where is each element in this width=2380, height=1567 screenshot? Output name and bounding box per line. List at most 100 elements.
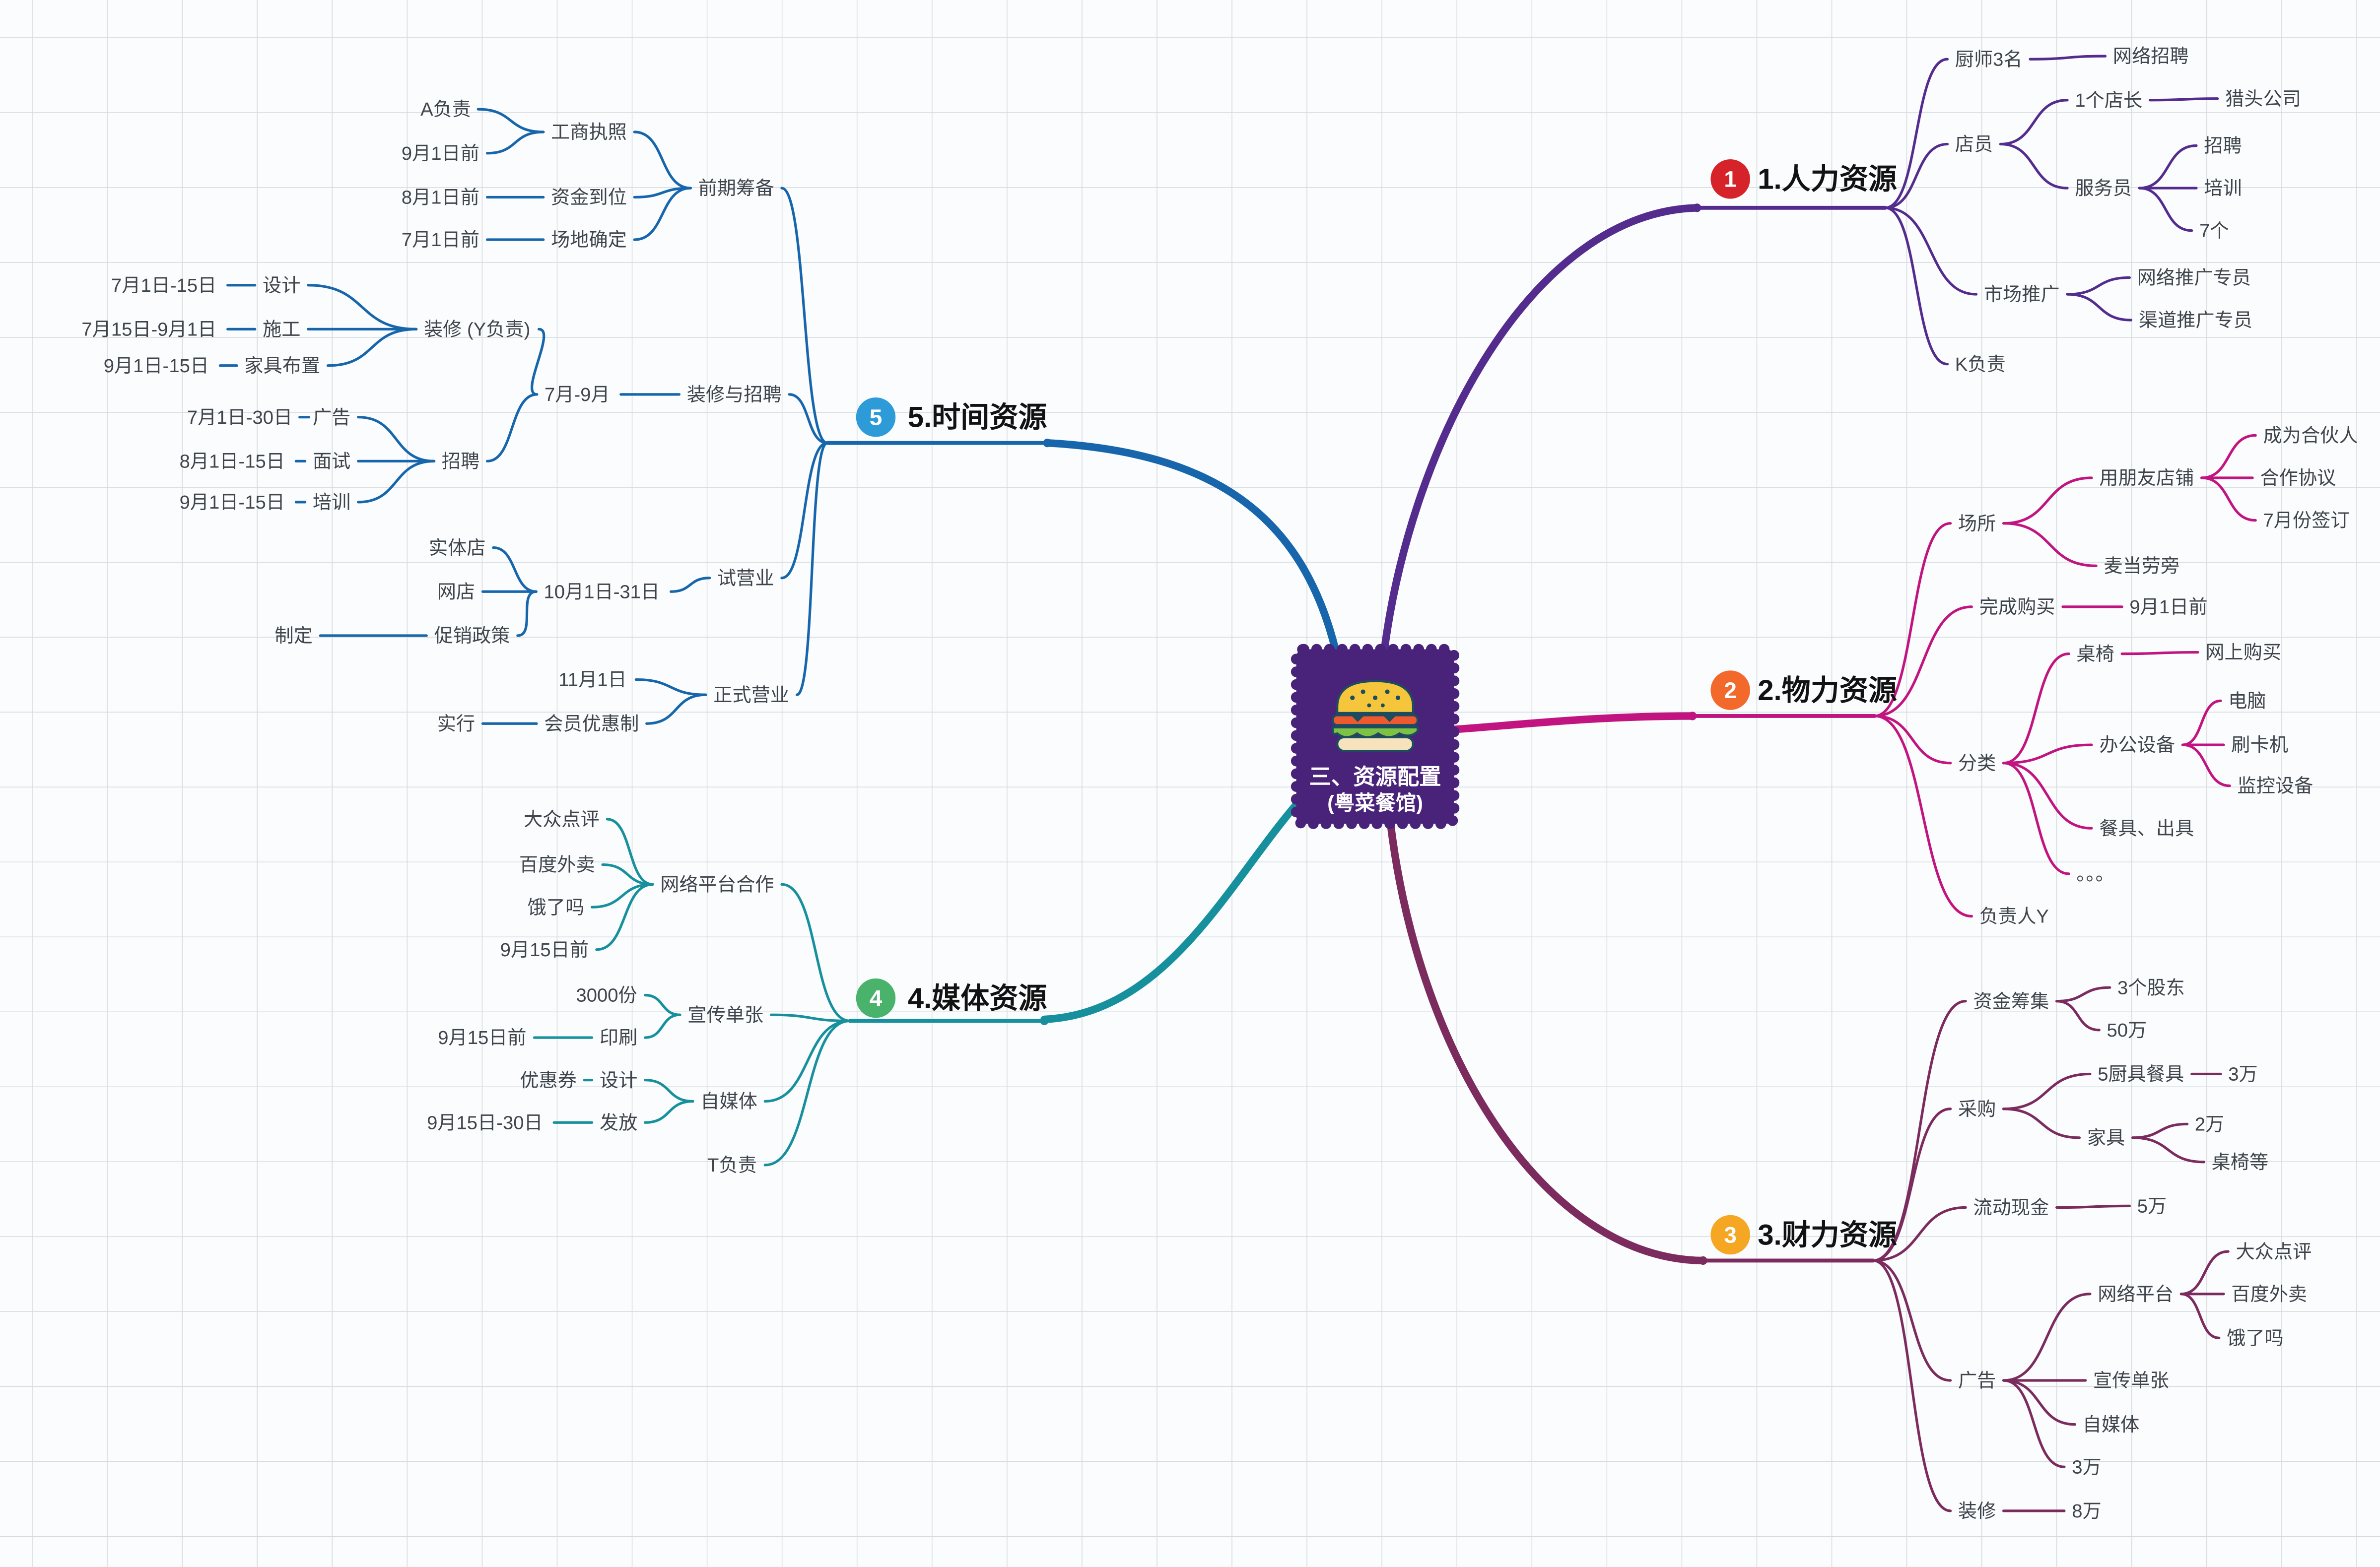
mindmap-node[interactable]: 渠道推广专员 <box>2139 310 2252 331</box>
mindmap-node[interactable]: 大众点评 <box>2236 1241 2312 1262</box>
mindmap-node[interactable]: 资金到位 <box>551 187 627 208</box>
mindmap-node[interactable]: 装修 <box>1958 1501 1996 1522</box>
mindmap-node[interactable]: 网上购买 <box>2205 642 2281 663</box>
mindmap-node[interactable]: 施工 <box>263 319 300 340</box>
mindmap-node[interactable]: 7月-9月 <box>544 384 610 405</box>
mindmap-node[interactable]: 广告 <box>1958 1370 1996 1391</box>
mindmap-node[interactable]: 正式营业 <box>713 684 789 706</box>
mindmap-node[interactable]: 试营业 <box>717 568 774 589</box>
mindmap-node[interactable]: 市场推广 <box>1984 284 2060 305</box>
mindmap-node[interactable]: 工商执照 <box>551 122 627 143</box>
mindmap-node[interactable]: 采购 <box>1958 1099 1996 1120</box>
mindmap-node[interactable]: 会员优惠制 <box>544 713 639 734</box>
mindmap-node[interactable]: 猎头公司 <box>2225 88 2301 110</box>
mindmap-node[interactable]: 成为合伙人 <box>2263 425 2358 447</box>
mindmap-node[interactable]: 网络推广专员 <box>2137 267 2251 289</box>
mindmap-node[interactable]: 宣传单张 <box>2093 1370 2169 1391</box>
mindmap-node[interactable]: 5万 <box>2137 1196 2167 1217</box>
mindmap-node[interactable]: 自媒体 <box>2083 1414 2140 1436</box>
mindmap-node[interactable]: 1个店长 <box>2075 90 2142 111</box>
mindmap-node[interactable]: 自媒体 <box>700 1091 757 1112</box>
mindmap-node[interactable]: 服务员 <box>2075 178 2132 199</box>
mindmap-node[interactable]: 9月1日-15日 <box>104 355 209 377</box>
mindmap-node[interactable]: 面试 <box>313 451 350 472</box>
mindmap-node[interactable]: 9月1日前 <box>2129 596 2207 618</box>
branch-label-media[interactable]: 4.媒体资源 <box>908 982 1047 1014</box>
mindmap-node[interactable]: 7月1日前 <box>402 229 479 251</box>
mindmap-node[interactable]: 厨师3名 <box>1955 49 2023 70</box>
mindmap-node[interactable]: 家具 <box>2087 1127 2125 1149</box>
branch-label-hr[interactable]: 1.人力资源 <box>1758 163 1897 196</box>
mindmap-node[interactable]: 实行 <box>437 713 475 734</box>
mindmap-node[interactable]: 制定 <box>275 625 313 647</box>
mindmap-node[interactable]: 11月1日 <box>558 669 626 691</box>
mindmap-node[interactable]: 百度外卖 <box>2231 1284 2307 1305</box>
mindmap-node[interactable]: 2万 <box>2195 1113 2224 1135</box>
mindmap-node[interactable]: 网络招聘 <box>2113 46 2189 67</box>
mindmap-node[interactable]: 5厨具餐具 <box>2098 1064 2184 1085</box>
mindmap-node[interactable]: 7月15日-9月1日 <box>81 319 216 340</box>
mindmap-node[interactable]: 宣传单张 <box>687 1004 763 1026</box>
mindmap-node[interactable]: 场地确定 <box>551 229 627 251</box>
mindmap-node[interactable]: 3个股东 <box>2117 977 2185 998</box>
mindmap-node[interactable]: 网店 <box>437 581 475 602</box>
mindmap-node[interactable]: 9月1日前 <box>402 143 479 164</box>
mindmap-node[interactable]: 电脑 <box>2228 691 2266 712</box>
mindmap-node[interactable]: 场所 <box>1958 513 1996 534</box>
mindmap-node[interactable]: K负责 <box>1955 354 2006 375</box>
mindmap-node[interactable]: 发放 <box>600 1112 637 1133</box>
mindmap-node[interactable]: 9月15日前 <box>500 939 589 961</box>
mindmap-node[interactable]: 9月15日-30日 <box>427 1112 543 1133</box>
mindmap-node[interactable]: 饿了吗 <box>2227 1328 2284 1349</box>
mindmap-node[interactable]: 设计 <box>263 275 300 296</box>
mindmap-node[interactable]: T负责 <box>707 1155 757 1176</box>
mindmap-node[interactable]: 实体店 <box>429 537 486 559</box>
mindmap-node[interactable]: 饿了吗 <box>528 897 585 918</box>
mindmap-node[interactable]: 监控设备 <box>2238 776 2313 797</box>
mindmap-node[interactable]: 办公设备 <box>2099 734 2175 756</box>
mindmap-node[interactable]: 印刷 <box>600 1027 637 1048</box>
mindmap-node[interactable]: 装修 (Y负责) <box>424 319 530 340</box>
mindmap-node[interactable]: 麦当劳旁 <box>2104 555 2179 577</box>
mindmap-node[interactable]: 50万 <box>2107 1020 2147 1041</box>
mindmap-node[interactable]: 分类 <box>1958 753 1996 774</box>
mindmap-node[interactable]: 流动现金 <box>1973 1197 2049 1219</box>
mindmap-node[interactable]: 设计 <box>600 1070 637 1091</box>
mindmap-node[interactable]: 资金筹集 <box>1973 991 2049 1012</box>
mindmap-node[interactable]: 大众点评 <box>524 809 600 830</box>
mindmap-node[interactable]: 刷卡机 <box>2231 734 2288 756</box>
mindmap-node[interactable]: 合作协议 <box>2260 467 2336 489</box>
mindmap-node[interactable]: 7个 <box>2199 220 2229 242</box>
mindmap-node[interactable]: 网络平台合作 <box>660 874 774 895</box>
branch-label-material[interactable]: 2.物力资源 <box>1758 674 1897 707</box>
mindmap-node[interactable]: 3万 <box>2228 1064 2257 1085</box>
mindmap-node[interactable]: 广告 <box>313 407 350 428</box>
mindmap-node[interactable]: 招聘 <box>442 451 479 472</box>
mindmap-node[interactable]: 促销政策 <box>434 625 510 647</box>
mindmap-node[interactable]: 前期筹备 <box>698 178 774 199</box>
mindmap-node[interactable]: 完成购买 <box>1979 596 2055 618</box>
mindmap-node[interactable]: 优惠券 <box>520 1070 577 1091</box>
mindmap-node[interactable]: 店员 <box>1955 134 1993 155</box>
branch-label-time[interactable]: 5.时间资源 <box>908 401 1047 434</box>
mindmap-node[interactable]: 网络平台 <box>2098 1284 2174 1305</box>
mindmap-node[interactable]: 装修与招聘 <box>687 384 782 405</box>
central-topic[interactable]: 三、资源配置 (粤菜餐馆) <box>1291 644 1460 829</box>
mindmap-node[interactable]: 10月1日-31日 <box>544 581 660 602</box>
mindmap-node[interactable]: 培训 <box>2204 178 2242 199</box>
mindmap-node[interactable]: 3万 <box>2072 1456 2101 1478</box>
mindmap-node[interactable]: 7月1日-15日 <box>111 275 216 296</box>
branch-label-finance[interactable]: 3.财力资源 <box>1758 1219 1897 1251</box>
mindmap-node[interactable]: 。。。 <box>2076 863 2114 885</box>
mindmap-node[interactable]: 9月1日-15日 <box>180 492 285 513</box>
mindmap-node[interactable]: 用朋友店铺 <box>2099 467 2194 489</box>
mindmap-node[interactable]: 9月15日前 <box>438 1027 526 1048</box>
mindmap-node[interactable]: 7月1日-30日 <box>187 407 292 428</box>
mindmap-node[interactable]: 家具布置 <box>244 355 320 377</box>
mindmap-node[interactable]: 8月1日前 <box>402 187 479 208</box>
mindmap-node[interactable]: 招聘 <box>2204 135 2242 157</box>
mindmap-node[interactable]: 百度外卖 <box>519 854 595 876</box>
mindmap-node[interactable]: 负责人Y <box>1979 906 2049 927</box>
mindmap-node[interactable]: 8万 <box>2072 1501 2101 1522</box>
mindmap-node[interactable]: 餐具、出具 <box>2099 818 2194 839</box>
